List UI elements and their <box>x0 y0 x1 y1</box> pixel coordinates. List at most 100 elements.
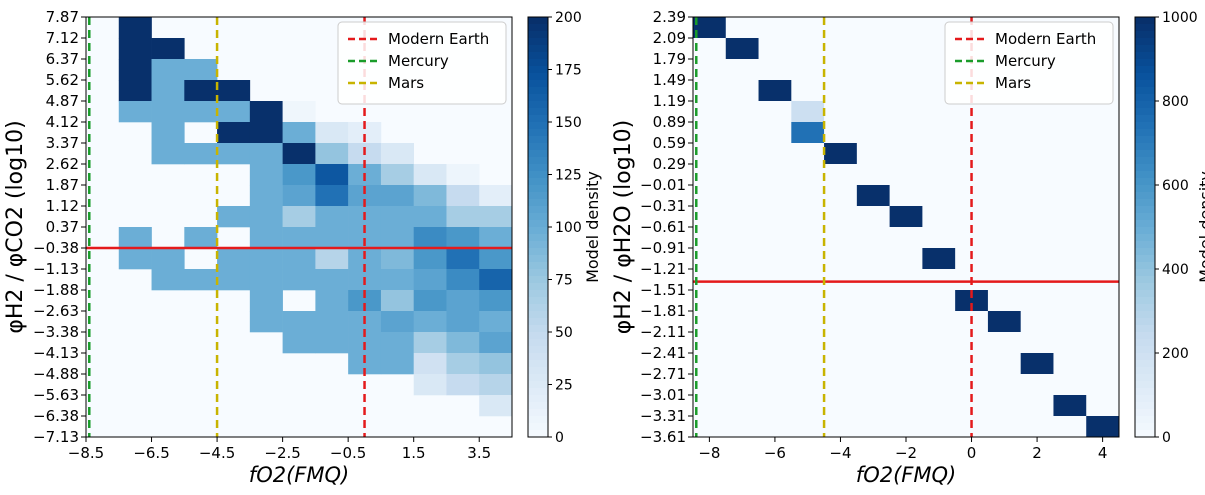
heatmap-cell <box>249 269 283 291</box>
y-tick-label: 0.37 <box>46 218 79 236</box>
colorbar-segment <box>1135 339 1155 347</box>
heatmap-cell <box>856 185 890 206</box>
heatmap-cell <box>922 248 956 269</box>
colorbar-segment <box>1135 129 1155 137</box>
heatmap-cell <box>315 269 349 291</box>
heatmap-cell <box>693 17 726 38</box>
heatmap-cell <box>955 290 988 311</box>
y-tick-label: 2.39 <box>653 8 686 26</box>
colorbar-segment <box>528 129 548 137</box>
heatmap-cell <box>479 395 513 417</box>
colorbar-segment <box>1135 290 1155 298</box>
heatmap-cell <box>479 227 513 249</box>
colorbar-segment <box>1135 269 1155 277</box>
y-tick-label: −6.38 <box>33 407 79 425</box>
y-tick-label: 5.62 <box>46 71 79 89</box>
heatmap-cell <box>380 248 414 270</box>
y-tick-label: −3.31 <box>640 407 686 425</box>
y-tick-label: −0.91 <box>640 239 686 257</box>
x-tick-label: −2 <box>895 444 917 462</box>
heatmap-cell <box>413 248 447 270</box>
y-tick-label: 7.87 <box>46 8 79 26</box>
colorbar-segment <box>1135 73 1155 81</box>
right-y-ticks: 2.39 2.09 1.79 1.49 1.19 0.89 0.59 0.29 −0.01 −0.… <box>640 8 693 446</box>
colorbar-segment <box>1135 108 1155 116</box>
heatmap-cell <box>446 290 480 312</box>
colorbar-segment <box>528 332 548 340</box>
heatmap-cell <box>151 80 185 102</box>
colorbar-segment <box>528 388 548 396</box>
heatmap-cell <box>217 101 251 123</box>
heatmap-cell <box>413 185 447 207</box>
heatmap-cell <box>151 122 185 144</box>
heatmap-cell <box>1053 395 1087 416</box>
colorbar-tick-label: 1000 <box>1162 10 1198 26</box>
left-y-axis-label: φH2 / φCO2 (log10) <box>3 120 28 333</box>
colorbar-segment <box>1135 248 1155 256</box>
heatmap-cell <box>217 143 251 165</box>
colorbar-segment <box>1135 122 1155 130</box>
heatmap-cell <box>348 227 382 249</box>
y-tick-label: 3.37 <box>46 134 79 152</box>
y-tick-label: −1.51 <box>640 281 686 299</box>
heatmap-cell <box>348 122 382 144</box>
left-legend: Modern Earth Mercury Mars <box>337 21 507 105</box>
colorbar-segment <box>1135 381 1155 389</box>
colorbar-segment <box>528 304 548 312</box>
colorbar-segment <box>528 24 548 32</box>
colorbar-segment <box>1135 17 1155 25</box>
colorbar-segment <box>528 297 548 305</box>
heatmap-cell <box>217 248 251 270</box>
colorbar-segment <box>1135 80 1155 88</box>
colorbar-tick-label: 125 <box>555 168 582 184</box>
y-tick-label: 2.09 <box>653 29 686 47</box>
heatmap-cell <box>282 122 316 144</box>
y-tick-label: −0.61 <box>640 218 686 236</box>
colorbar-segment <box>528 136 548 144</box>
colorbar-tick-label: 200 <box>1162 346 1189 362</box>
colorbar-segment <box>1135 409 1155 417</box>
colorbar-segment <box>528 80 548 88</box>
colorbar-tick-label: 25 <box>555 378 573 394</box>
left-colorbar: 0 25 50 75 100 125 150 175 200 Model density <box>527 10 602 446</box>
y-tick-label: −4.13 <box>33 344 79 362</box>
heatmap-cell <box>282 227 316 249</box>
colorbar-segment <box>528 213 548 221</box>
colorbar-tick-label: 150 <box>555 115 582 131</box>
colorbar-segment <box>528 430 548 438</box>
colorbar-segment <box>1135 45 1155 53</box>
colorbar-segment <box>528 150 548 158</box>
colorbar-segment <box>1135 115 1155 123</box>
heatmap-cell <box>282 332 316 354</box>
heatmap-cell <box>315 332 349 354</box>
colorbar-segment <box>1135 318 1155 326</box>
y-tick-label: −2.11 <box>640 323 686 341</box>
legend-box <box>337 21 507 105</box>
heatmap-cell <box>151 143 185 165</box>
heatmap-cell <box>249 227 283 249</box>
colorbar-segment <box>528 157 548 165</box>
heatmap-cell <box>758 80 792 101</box>
heatmap-cell <box>282 143 316 165</box>
colorbar-segment <box>1135 388 1155 396</box>
y-tick-label: 7.12 <box>46 29 79 47</box>
colorbar-segment <box>1135 297 1155 305</box>
heatmap-cell <box>413 311 447 333</box>
heatmap-cell <box>413 269 447 291</box>
colorbar-segment <box>528 66 548 74</box>
heatmap-cell <box>824 143 857 164</box>
colorbar-tick-label: 200 <box>555 10 582 26</box>
colorbar-segment <box>528 220 548 228</box>
y-tick-label: 0.29 <box>653 155 686 173</box>
colorbar-segment <box>1135 66 1155 74</box>
heatmap-cell <box>413 290 447 312</box>
heatmap-cell <box>479 332 513 354</box>
heatmap-cell <box>446 227 480 249</box>
y-tick-label: 0.89 <box>653 113 686 131</box>
colorbar-segment <box>1135 31 1155 39</box>
y-tick-label: 4.87 <box>46 92 79 110</box>
colorbar-segment <box>528 52 548 60</box>
heatmap-cell <box>413 206 447 228</box>
heatmap-cell <box>413 374 447 396</box>
heatmap-cell <box>380 143 414 165</box>
